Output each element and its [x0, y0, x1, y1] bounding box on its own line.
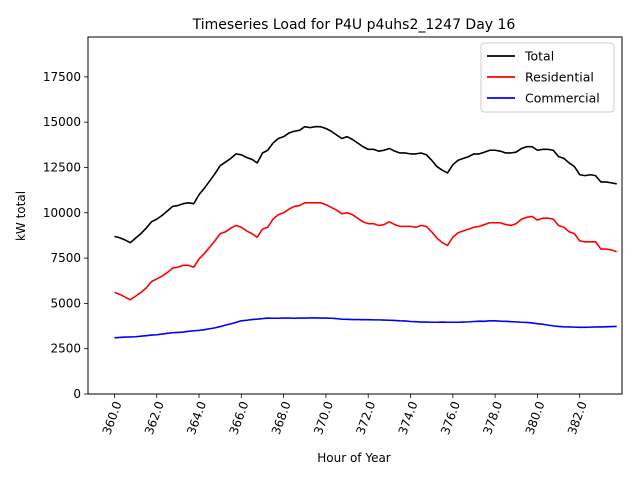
y-tick-label: 5000 — [50, 296, 81, 310]
legend-label-residential: Residential — [525, 70, 594, 85]
y-tick-label: 7500 — [50, 251, 81, 265]
y-tick-label: 17500 — [43, 70, 81, 84]
axes-frame — [87, 36, 623, 395]
x-axis-title: Hour of Year — [317, 451, 391, 465]
legend: Total Residential Commercial — [480, 42, 615, 113]
legend-label-commercial: Commercial — [525, 91, 600, 106]
y-tick-label: 10000 — [43, 206, 81, 220]
y-axis-title: kW total — [14, 191, 28, 241]
series-line-commercial — [114, 317, 617, 339]
chart-title: Timeseries Load for P4U p4uhs2_1247 Day … — [192, 17, 516, 33]
legend-label-total: Total — [524, 49, 554, 64]
series-line-residential — [114, 202, 617, 301]
y-tick-label: 15000 — [43, 115, 81, 129]
series-line-total — [114, 125, 617, 244]
y-tick-label: 12500 — [43, 160, 81, 174]
legend-box — [480, 42, 615, 113]
y-tick-label: 2500 — [50, 342, 81, 356]
y-tick-label: 0 — [73, 387, 81, 401]
